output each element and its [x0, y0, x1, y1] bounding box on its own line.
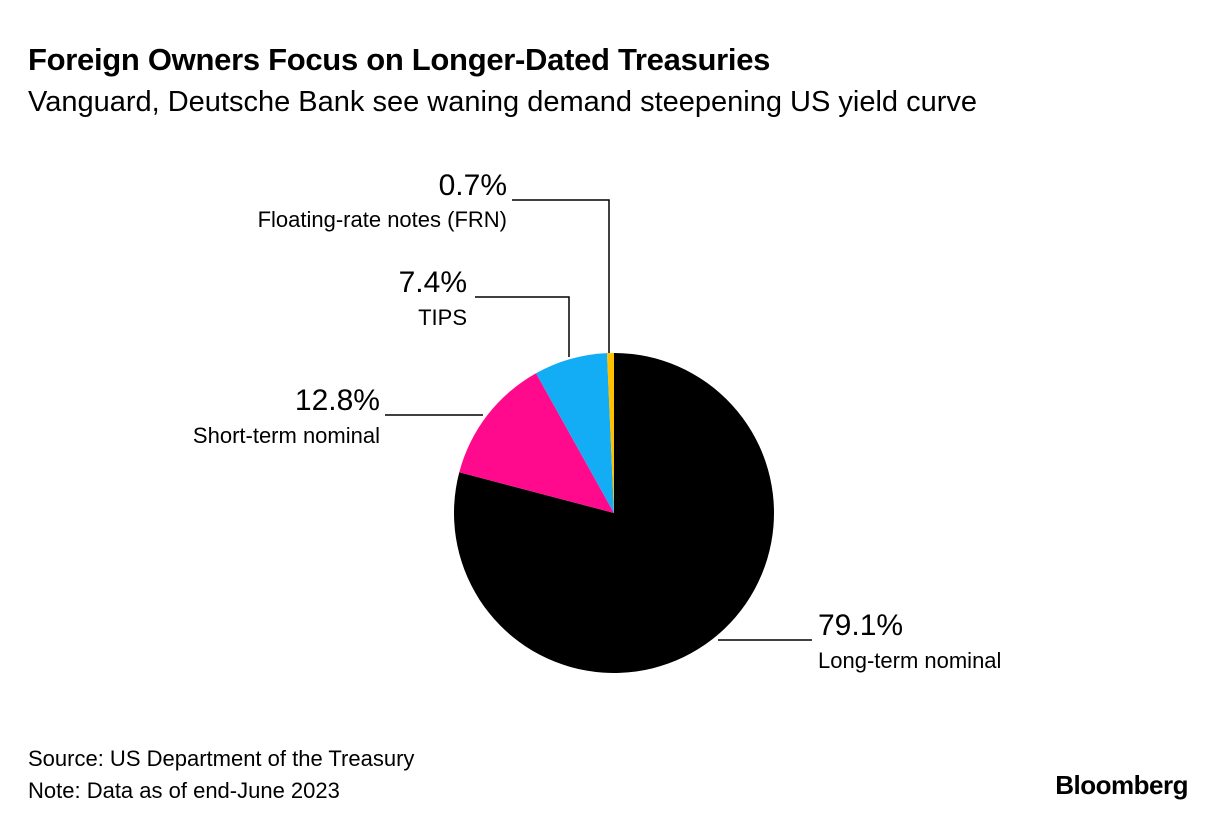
category-label-3: Floating-rate notes (FRN) — [258, 207, 507, 232]
pie-slice-3 — [606, 353, 614, 513]
category-label-0: Long-term nominal — [818, 648, 1001, 673]
data-note: Note: Data as of end-June 2023 — [28, 778, 340, 803]
bloomberg-logo: Bloomberg — [1055, 770, 1188, 800]
value-label-0: 79.1% — [818, 609, 903, 642]
leader-line-3 — [512, 199, 610, 353]
pie-slice-1 — [459, 373, 614, 513]
value-label-2: 7.4% — [399, 266, 467, 299]
category-label-1: Short-term nominal — [193, 423, 380, 448]
source-note: Source: US Department of the Treasury — [28, 746, 415, 771]
leader-line-2 — [475, 296, 570, 357]
value-label-3: 0.7% — [439, 169, 507, 202]
chart-title: Foreign Owners Focus on Longer-Dated Tre… — [28, 42, 771, 77]
pie-slice-0 — [453, 353, 774, 673]
chart-subtitle: Vanguard, Deutsche Bank see waning deman… — [28, 86, 977, 118]
category-label-2: TIPS — [418, 305, 467, 330]
value-label-1: 12.8% — [295, 384, 380, 417]
pie-slice-2 — [536, 353, 614, 513]
